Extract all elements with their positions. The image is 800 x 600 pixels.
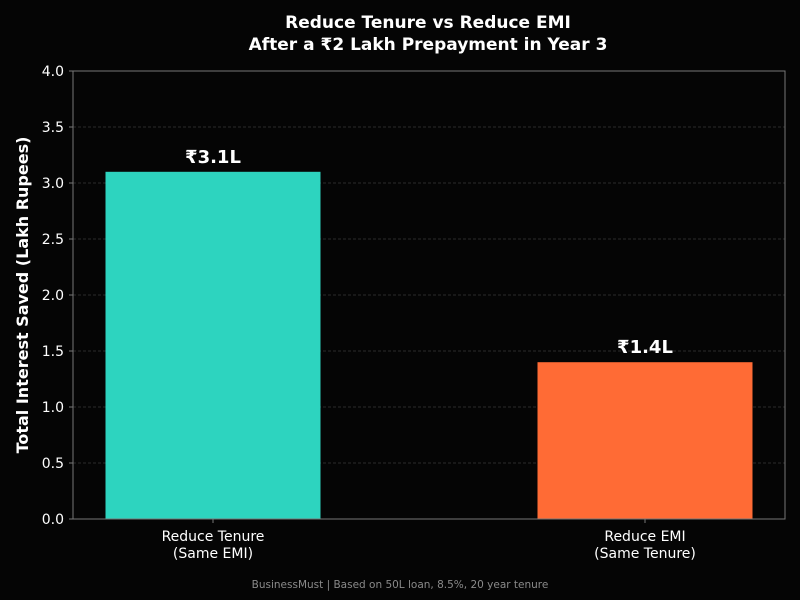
y-tick-label: 4.0	[42, 64, 64, 80]
chart-subtitle: After a ₹2 Lakh Prepayment in Year 3	[249, 35, 608, 55]
x-tick-label-line: Reduce EMI	[604, 529, 685, 545]
x-tick-label-line: (Same Tenure)	[594, 546, 696, 562]
y-tick-label: 1.0	[42, 400, 64, 416]
bars	[105, 171, 753, 520]
y-tick-label: 1.5	[42, 344, 64, 360]
x-tick-label: Reduce EMI (Same Tenure)	[594, 529, 696, 562]
y-tick-label: 0.5	[42, 456, 64, 472]
x-tick-label-line: (Same EMI)	[173, 546, 253, 562]
bar-value-label: ₹3.1L	[185, 147, 241, 168]
y-tick-label: 2.0	[42, 288, 64, 304]
data-labels: ₹3.1L ₹1.4L	[185, 147, 673, 358]
y-axis-label: Total Interest Saved (Lakh Rupees)	[13, 137, 32, 454]
x-tick-label: Reduce Tenure (Same EMI)	[162, 529, 265, 562]
plot-frame	[72, 70, 786, 520]
x-tick-labels: Reduce Tenure (Same EMI) Reduce EMI (Same T…	[162, 529, 696, 562]
y-tick-label: 2.5	[42, 232, 64, 248]
axes	[69, 70, 786, 523]
x-tick-label-line: Reduce Tenure	[162, 529, 265, 545]
chart-title: Reduce Tenure vs Reduce EMI	[285, 13, 571, 33]
y-tick-label: 0.0	[42, 512, 64, 528]
y-tick-label: 3.5	[42, 120, 64, 136]
grid-lines	[73, 126, 785, 464]
bar	[537, 362, 753, 519]
footer-note: BusinessMust | Based on 50L loan, 8.5%, …	[252, 579, 549, 591]
y-tick-label: 3.0	[42, 176, 64, 192]
y-tick-labels: 0.0 0.5 1.0 1.5 2.0 2.5 3.0 3.5 4.0	[42, 64, 64, 528]
bar-value-label: ₹1.4L	[617, 337, 673, 358]
bar	[105, 171, 321, 520]
